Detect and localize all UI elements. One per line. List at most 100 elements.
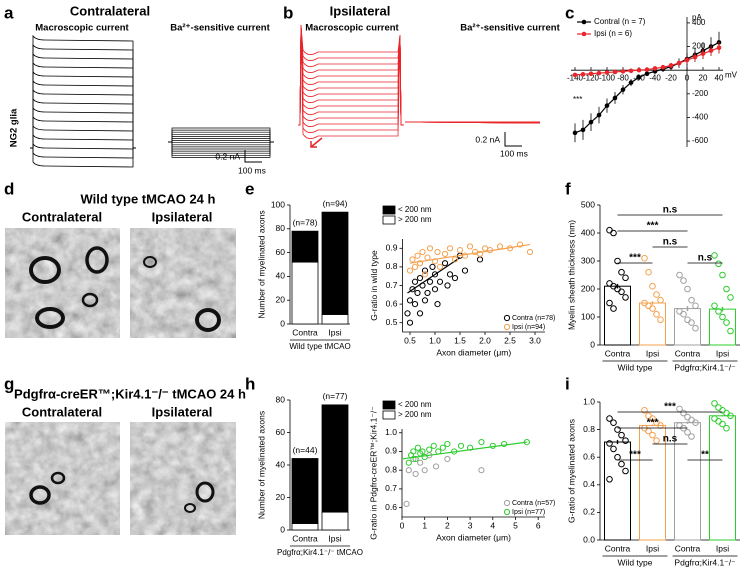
marker (596, 112, 602, 118)
y-tick-label: 80 (276, 223, 286, 233)
x-tick-label: Contra (605, 543, 631, 553)
y-tick-label: 0.8 (386, 261, 398, 271)
trace (298, 24, 404, 126)
point (688, 319, 695, 326)
point (614, 257, 621, 265)
point (711, 400, 718, 407)
trace (298, 24, 404, 126)
point (411, 263, 419, 270)
point (444, 282, 451, 289)
point (439, 444, 446, 451)
x-tick-label: Contra (292, 327, 318, 337)
y-tick-label: 200 (692, 42, 706, 51)
group-label: Wild type tMCAO (289, 342, 350, 351)
point (421, 453, 428, 461)
significance-label: *** (629, 253, 641, 264)
point (614, 426, 621, 433)
point (478, 467, 485, 474)
point (405, 467, 412, 474)
x-tick-label: 20 (699, 73, 708, 82)
point (680, 277, 687, 284)
point (606, 415, 613, 422)
point (461, 252, 469, 259)
trace (30, 106, 136, 149)
marker (628, 80, 634, 85)
y-tick-label: 60 (276, 427, 286, 437)
panel-label: b (283, 3, 293, 22)
trace (30, 79, 136, 149)
panel-label: c (565, 3, 574, 22)
point (723, 409, 730, 417)
marker (596, 70, 602, 76)
legend-marker (503, 314, 511, 322)
point (610, 305, 617, 312)
point (645, 268, 652, 276)
significance-label: n.s (663, 237, 678, 248)
bar-segment (291, 523, 319, 531)
y-axis-label: Number of myelinated axons (256, 210, 266, 318)
x-tick-label: 1 (422, 520, 427, 530)
point (409, 256, 416, 263)
point (411, 278, 419, 285)
marker (620, 87, 626, 92)
scale-bar (244, 150, 262, 163)
image-title: Contralateral (22, 209, 102, 224)
point (406, 297, 414, 304)
point (684, 429, 691, 436)
trace (298, 24, 404, 139)
point (416, 274, 424, 282)
marker (580, 72, 586, 77)
legend-label: < 200 nm (398, 400, 432, 409)
point (501, 440, 508, 448)
legend-swatch (382, 410, 396, 420)
y-tick-label: -400 (692, 113, 709, 122)
panel-title: Ipsilateral (330, 3, 391, 18)
y-tick-label: 300 (581, 255, 595, 265)
point (649, 282, 656, 290)
y-tick-label: 0.8 (583, 424, 595, 434)
point (410, 448, 417, 455)
point (606, 299, 613, 307)
y-tick-label: 100 (581, 311, 595, 321)
y-tick-label: 0.6 (386, 298, 398, 308)
point (657, 296, 664, 304)
y-tick-label: 60 (276, 247, 286, 257)
bar-segment (321, 314, 349, 325)
trace (30, 124, 136, 149)
significance-label: *** (664, 402, 676, 413)
trace (298, 24, 404, 133)
x-tick-label: 2.5 (504, 335, 516, 345)
x-tick-label: Ipsi (646, 348, 659, 358)
n-label: (n=77) (323, 391, 348, 401)
fit-line (407, 257, 461, 294)
legend-label: > 200 nm (398, 215, 432, 224)
point (680, 409, 687, 417)
bar-segment (291, 230, 319, 263)
n-label: (n=78) (293, 217, 318, 227)
marker (644, 67, 650, 72)
y-tick-label: 500 (581, 199, 595, 209)
bar (709, 308, 736, 346)
y-tick-label: 1.0 (385, 427, 397, 437)
trace (298, 24, 404, 126)
y-tick-label: 0.7 (385, 483, 397, 493)
marker (620, 69, 626, 74)
group-label: Pdgfrα;Kir4.1⁻/⁻ tMCAO (277, 548, 363, 557)
x-tick-label: Contra (605, 348, 631, 358)
scale-label: 100 ms (238, 165, 266, 175)
point (412, 470, 419, 478)
point (727, 327, 734, 335)
group-label: Pdgfrα;Kir4.1⁻/⁻ (674, 557, 736, 567)
arrow (310, 137, 323, 148)
point (641, 254, 648, 262)
panel-label: a (4, 3, 14, 22)
point (606, 440, 613, 447)
point (403, 500, 410, 507)
trace-title: Ba²⁺-sensitive current (170, 23, 270, 34)
point (414, 289, 421, 297)
trace (404, 121, 541, 124)
y-axis-label: Number of myelinated axons (256, 411, 266, 519)
point (421, 467, 428, 474)
marker (604, 70, 610, 75)
point (711, 302, 718, 310)
